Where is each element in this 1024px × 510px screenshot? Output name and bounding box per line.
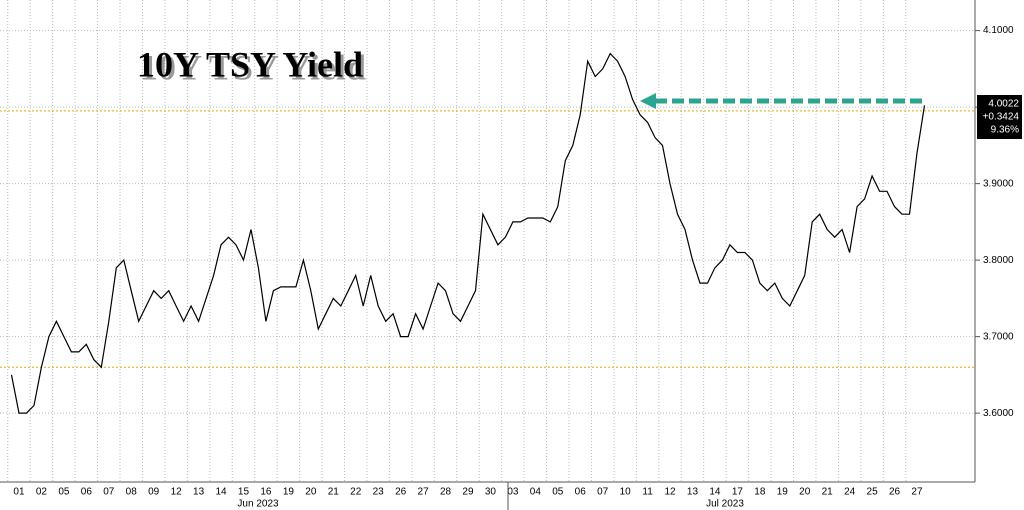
chart-title: 10Y TSY Yield [137, 44, 363, 84]
x-tick-label: 30 [485, 487, 497, 498]
x-tick-label: 04 [530, 487, 542, 498]
x-tick-label: 13 [687, 487, 699, 498]
x-tick-label: 20 [305, 487, 317, 498]
x-tick-label: 16 [260, 487, 272, 498]
x-tick-label: 12 [664, 487, 676, 498]
yield-line [10, 52, 926, 414]
x-tick-label: 14 [215, 487, 227, 498]
x-tick-label: 27 [911, 487, 923, 498]
x-tick-label: 15 [238, 487, 250, 498]
x-tick-label: 29 [462, 487, 474, 498]
x-tick-label: 28 [440, 487, 452, 498]
x-tick-label: 25 [867, 487, 879, 498]
x-tick-label: 05 [552, 487, 564, 498]
x-tick-label: 07 [597, 487, 609, 498]
x-tick-label: 11 [642, 487, 653, 498]
x-tick-label: 19 [283, 487, 295, 498]
x-tick-label: 05 [58, 487, 70, 498]
price-box [977, 95, 1022, 139]
x-tick-label: 17 [732, 487, 744, 498]
x-tick-label: 24 [844, 487, 856, 498]
x-tick-label: 10 [620, 487, 632, 498]
x-tick-label: 01 [13, 487, 25, 498]
change-pct: 9.36% [991, 125, 1019, 136]
x-tick-label: 22 [350, 487, 362, 498]
x-tick-label: 27 [418, 487, 430, 498]
x-tick-label: 26 [395, 487, 407, 498]
x-tick-label: 19 [777, 487, 789, 498]
x-tick-label: 08 [126, 487, 138, 498]
x-tick-label: 13 [193, 487, 205, 498]
x-tick-label: 26 [889, 487, 901, 498]
title-shadow: 10Y TSY Yield [140, 47, 366, 87]
x-tick-label: 07 [103, 487, 115, 498]
x-tick-label: 21 [822, 487, 834, 498]
x-tick-label: 09 [148, 487, 160, 498]
x-tick-label: 03 [507, 487, 519, 498]
x-tick-label: 20 [799, 487, 811, 498]
x-tick-label: 18 [754, 487, 766, 498]
y-tick-label: 3.6000 [983, 408, 1014, 419]
last-value: 4.0022 [988, 99, 1019, 110]
x-tick-label: 14 [709, 487, 721, 498]
y-tick-label: 3.7000 [983, 331, 1014, 342]
x-tick-label: 02 [36, 487, 48, 498]
month-label: Jul 2023 [706, 499, 744, 510]
y-tick-label: 3.8000 [983, 255, 1014, 266]
x-tick-label: 23 [373, 487, 385, 498]
y-tick-label: 3.9000 [983, 178, 1014, 189]
y-tick-label: 4.1000 [983, 25, 1014, 36]
month-label: Jun 2023 [237, 499, 279, 510]
x-tick-label: 06 [81, 487, 93, 498]
x-tick-label: 06 [575, 487, 587, 498]
change: +0.3424 [983, 112, 1020, 123]
x-tick-label: 12 [171, 487, 183, 498]
x-tick-label: 21 [328, 487, 340, 498]
arrow-head [640, 93, 656, 109]
